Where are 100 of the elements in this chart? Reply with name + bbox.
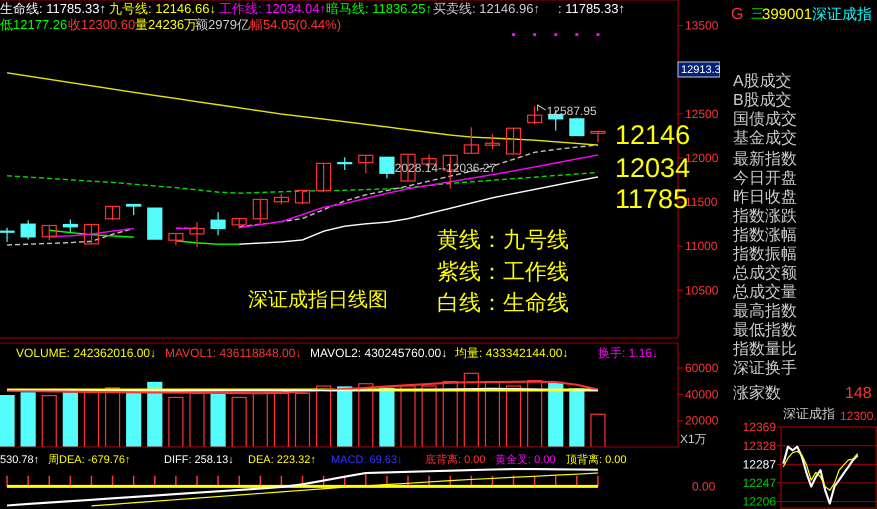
y-tick-label: 12328: [742, 438, 776, 453]
annotation: MAVOL1: 436118848.00↓: [165, 346, 302, 360]
line-series: [782, 446, 859, 505]
candlestick: [210, 212, 226, 236]
y-tick-label: 10500: [685, 283, 719, 298]
text: 黄金叉: 0.00: [495, 453, 556, 466]
text: 深证换手: [733, 359, 797, 377]
text: 总成交量: [732, 283, 797, 301]
text: B股成交: [733, 91, 792, 109]
text: 昨日收盘: [733, 189, 797, 206]
candlestick: [464, 126, 479, 154]
candlestick: [189, 222, 205, 248]
candlestick: [590, 130, 606, 143]
text: 399001: [762, 6, 812, 23]
y-tick-label: 11000: [685, 239, 718, 254]
candlestick: [506, 126, 522, 155]
candlestick: [294, 190, 310, 205]
bar: [232, 396, 247, 447]
candlestick: [126, 204, 142, 216]
candlestick: [569, 117, 584, 136]
annotation: 均量: 433342144.00↓: [454, 346, 568, 360]
text: 最新指数: [733, 150, 797, 168]
annotation: 生命线: 11785.33↑: [0, 1, 106, 16]
y-tick-label: 12247: [742, 476, 776, 490]
candlestick: [84, 224, 100, 245]
bar: [147, 382, 162, 447]
bar: [506, 385, 522, 447]
annotation: 12587.95: [546, 104, 598, 118]
text: 基金成交: [733, 129, 797, 147]
annotation: 量24236万: [135, 17, 198, 32]
text: DEA: 223.32↑: [248, 454, 316, 466]
bar: [168, 396, 184, 447]
y-tick-label: 11500: [685, 195, 718, 210]
candlestick: [20, 220, 36, 240]
bar: [337, 386, 352, 447]
bar: [569, 388, 584, 447]
text: 总成交额: [732, 264, 797, 282]
text: 0.00: [692, 479, 716, 494]
annotation: MAVOL2: 430245760.00↓: [310, 346, 448, 360]
text: 国债成交: [733, 110, 797, 128]
annotation: VOLUME: 242362016.00↓: [16, 346, 156, 360]
bar: [20, 392, 36, 447]
bar: [548, 382, 564, 447]
y-tick-label: 60000: [685, 361, 719, 376]
line-series: [6, 72, 599, 146]
chart-title: 深证成指: [783, 406, 835, 421]
y-tick-label: 40000: [685, 387, 719, 402]
annotation: : 11785.33↑: [558, 1, 625, 16]
candlestick: [168, 232, 184, 246]
text: 三: [751, 6, 764, 21]
annotation: 幅54.05(0.44%): [250, 17, 342, 32]
text: 148: [845, 385, 872, 402]
annotation: 暗马线: 11836.25↑: [326, 1, 432, 16]
bar: [0, 394, 15, 447]
text: 顶背离: 0.00: [566, 453, 627, 466]
candlestick: [484, 134, 500, 150]
text: G: [731, 6, 744, 23]
annotation: 低12177.26: [0, 17, 68, 32]
bar: [210, 394, 226, 447]
text: 指数振幅: [732, 245, 797, 263]
candlestick: [274, 193, 289, 205]
text: 12300.: [840, 409, 877, 423]
annotation: 深证成指日线图: [248, 289, 388, 311]
text: 今日开盘: [733, 170, 797, 187]
y-tick-label: 20000: [685, 414, 719, 428]
text: 底背离: 0.00: [425, 453, 486, 466]
candlestick: [252, 198, 268, 224]
candlestick: [232, 218, 247, 230]
text: MACD: 69.63↓: [331, 454, 403, 466]
annotation: 换手: 1.16↓: [598, 346, 658, 360]
candlestick: [104, 206, 120, 221]
candlestick: [337, 156, 352, 171]
y-tick-label: 12369: [742, 420, 776, 434]
line-series: [782, 450, 858, 491]
bar: [62, 392, 78, 447]
annotation: 黄线：九号线: [437, 227, 569, 252]
text: A股成交: [733, 72, 792, 90]
bar: [42, 394, 57, 447]
annotation: 收12300.60: [68, 17, 136, 32]
candlestick: [42, 224, 57, 241]
text: 周DEA: -679.76↑: [48, 454, 131, 466]
text: DIFF: 258.13↓: [164, 454, 234, 466]
candlestick: [358, 154, 374, 174]
text: X1万: [680, 432, 707, 446]
annotation: 额2979亿: [195, 17, 250, 32]
y-tick-label: 12287: [742, 458, 776, 472]
y-tick-label: 13500: [685, 18, 719, 33]
candlestick: [62, 218, 78, 232]
text: 涨家数: [733, 384, 781, 402]
text: 530.78↑: [0, 454, 40, 466]
text: 指数量比: [732, 340, 797, 358]
text: 最高指数: [733, 302, 797, 320]
line-series: [6, 172, 599, 194]
y-tick-label: 12500: [685, 106, 719, 121]
bar: [126, 391, 142, 447]
annotation: 白线：生命线: [437, 290, 569, 315]
annotation: 紫线：工作线: [437, 259, 569, 284]
y-tick-label: 12206: [742, 494, 776, 509]
candlestick: [316, 162, 332, 193]
text: 指数涨跌: [732, 207, 797, 225]
